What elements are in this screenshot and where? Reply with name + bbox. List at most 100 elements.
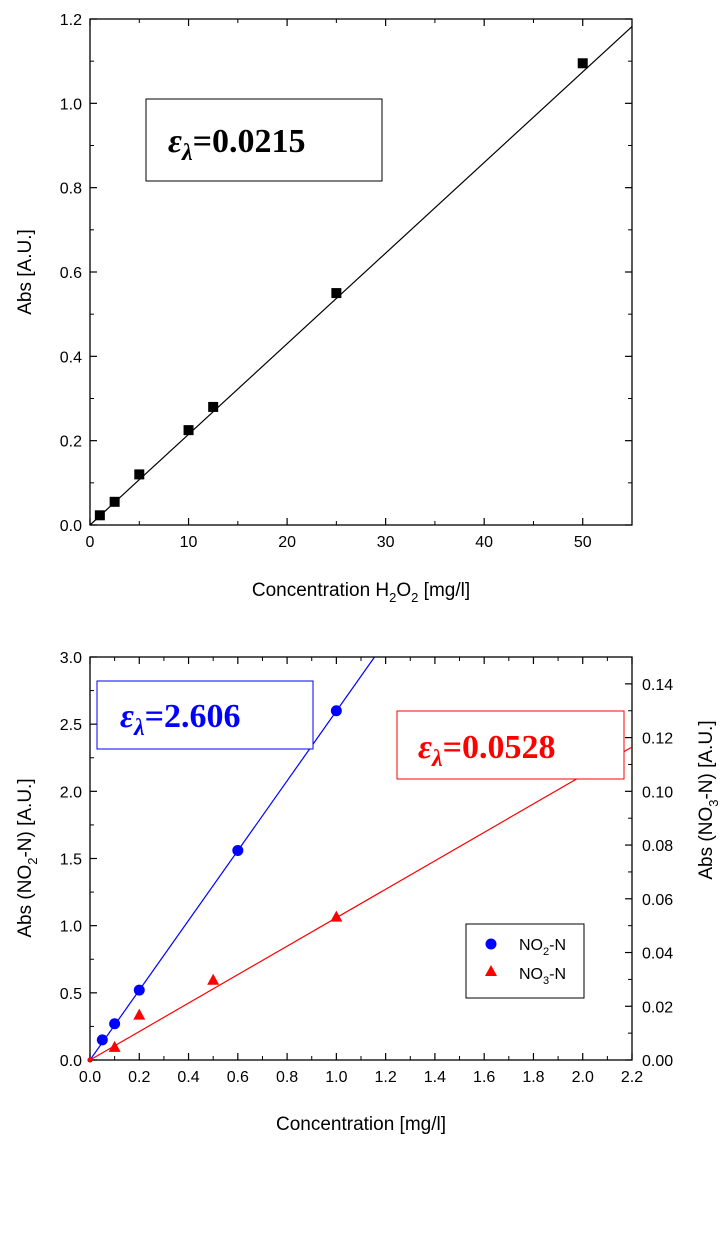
legend-no3-pre: NO <box>519 966 543 983</box>
chart2-xtick-label: 1.6 <box>473 1069 495 1086</box>
chart2-ytick-left-label: 0.0 <box>60 1053 82 1070</box>
chart2-ylabel-right-post: -N) [A.U.] <box>696 720 717 799</box>
legend-no3-post: -N <box>549 966 566 983</box>
legend-label-no2: NO2-N <box>519 937 566 958</box>
chart-2: 0.0 0.2 0.4 0.6 0.8 1.0 1.2 1.4 1.6 1.8 2.0 2.2 0.0 0… <box>15 650 721 1135</box>
chart2-tick-labels: 0.0 0.2 0.4 0.6 0.8 1.0 1.2 1.4 1.6 1.8 2.0 2.2 0.0 0… <box>60 650 673 1086</box>
legend-no2-pre: NO <box>519 937 543 954</box>
chart1-xlabel-pre: Concentration H <box>252 580 389 601</box>
chart2-xtick-label: 0.6 <box>227 1069 249 1086</box>
chart1-ytick-label: 0.8 <box>60 181 82 198</box>
legend-label-no3: NO3-N <box>519 966 566 987</box>
chart2-data-point <box>207 973 220 985</box>
chart2-annot-red-sub: λ <box>431 746 443 772</box>
chart2-data-point <box>330 910 343 922</box>
chart2-ylabel-left-pre: Abs (NO <box>15 865 36 938</box>
chart2-annot-blue-value: =2.606 <box>145 698 241 735</box>
chart1-ytick-label: 0.2 <box>60 434 82 451</box>
chart2-ytick-right-label: 0.02 <box>642 999 673 1016</box>
chart1-annotation-value: =0.0215 <box>193 123 306 160</box>
chart1-xtick-label: 20 <box>278 534 296 551</box>
chart2-ytick-right-label: 0.12 <box>642 731 673 748</box>
chart2-xtick-label: 0.2 <box>128 1069 150 1086</box>
chart2-ylabel-right-sub: 3 <box>706 800 721 807</box>
chart1-annotation-sub: λ <box>181 140 193 166</box>
chart2-ytick-left-label: 1.5 <box>60 852 82 869</box>
chart2-xtick-label: 1.4 <box>424 1069 446 1086</box>
chart1-ytick-label: 1.2 <box>60 12 82 29</box>
chart1-xtick-label: 50 <box>574 534 592 551</box>
chart1-data-point <box>208 401 219 412</box>
chart1-xtick-label: 30 <box>377 534 395 551</box>
chart1-data-point <box>183 425 194 436</box>
chart1-annotation-box <box>145 98 383 182</box>
chart2-x-axis-title: Concentration [mg/l] <box>276 1114 446 1135</box>
chart2-data-point <box>96 1034 108 1046</box>
chart2-xtick-label: 1.2 <box>375 1069 397 1086</box>
chart2-y-axis-title-right: Abs (NO3-N) [A.U.] <box>696 720 721 879</box>
chart2-xtick-label: 0.0 <box>79 1069 101 1086</box>
chart1-x-axis-title: Concentration H2O2 [mg/l] <box>252 580 470 605</box>
chart2-fit-line <box>89 746 633 1061</box>
chart2-annotation-blue: ελ=2.606 <box>120 698 240 741</box>
chart2-ticks <box>89 656 633 1061</box>
chart2-annot-blue-sub: λ <box>133 715 145 741</box>
chart1-ytick-label: 1.0 <box>60 96 82 113</box>
chart2-xtick-label: 1.8 <box>522 1069 544 1086</box>
chart1-data-point <box>577 58 588 69</box>
chart2-data-point <box>330 705 342 717</box>
chart2-xtick-label: 0.8 <box>276 1069 298 1086</box>
chart2-ytick-left-label: 3.0 <box>60 650 82 667</box>
chart1-xlabel-sub2: 2 <box>411 590 418 605</box>
chart2-annot-red-symbol: ε <box>418 729 432 766</box>
chart2-ytick-left-label: 0.5 <box>60 986 82 1003</box>
chart1-data-point <box>109 496 120 507</box>
chart2-xtick-label: 2.2 <box>621 1069 643 1086</box>
chart2-data-point <box>232 844 244 856</box>
chart-1: 0 10 20 30 40 50 0.0 0.2 0.4 0.6 0.8 1.0 1.2 ελ=0.02… <box>15 12 633 605</box>
chart2-xtick-label: 0.4 <box>177 1069 199 1086</box>
chart2-ytick-right-label: 0.14 <box>642 677 673 694</box>
chart1-fit-line <box>89 26 633 526</box>
chart1-xlabel-post: [mg/l] <box>418 580 470 601</box>
chart1-fit-line-path <box>89 26 633 526</box>
chart2-xtick-label: 1.0 <box>325 1069 347 1086</box>
chart1-data-point <box>331 288 342 299</box>
chart2-xtick-label: 2.0 <box>572 1069 594 1086</box>
legend-marker-no3 <box>485 965 497 976</box>
chart2-annot-red-value: =0.0528 <box>443 729 556 766</box>
chart1-data-points <box>94 58 588 521</box>
chart2-data-points <box>87 705 589 1063</box>
chart2-ytick-left-label: 1.0 <box>60 919 82 936</box>
chart2-ylabel-right-pre: Abs (NO <box>696 807 717 880</box>
legend-no2-sub: 2 <box>543 946 549 958</box>
chart2-ytick-right-label: 0.06 <box>642 892 673 909</box>
chart1-annotation: ελ=0.0215 <box>168 123 305 166</box>
chart2-legend-box <box>465 923 585 999</box>
chart2-y-axis-title-left: Abs (NO2-N) [A.U.] <box>15 778 40 937</box>
chart2-ytick-left-label: 2.0 <box>60 784 82 801</box>
chart2-data-point <box>133 1008 146 1020</box>
chart2-ylabel-left-post: -N) [A.U.] <box>15 778 36 857</box>
legend-no2-post: -N <box>549 937 566 954</box>
chart1-plot-frame <box>89 18 633 526</box>
chart1-y-axis-title: Abs [A.U.] <box>15 229 36 315</box>
chart2-annotation-red-box <box>396 710 625 780</box>
chart1-xtick-label: 0 <box>86 534 95 551</box>
chart2-ytick-right-label: 0.10 <box>642 784 673 801</box>
chart1-xlabel-sub1: 2 <box>389 590 396 605</box>
chart1-tick-labels: 0 10 20 30 40 50 0.0 0.2 0.4 0.6 0.8 1.0 1.2 <box>60 12 592 551</box>
legend-no3-sub: 3 <box>543 975 549 987</box>
chart1-xtick-label: 10 <box>180 534 198 551</box>
chart2-data-point <box>133 984 145 996</box>
chart1-annotation-symbol: ε <box>168 123 182 160</box>
legend-marker-no2 <box>485 938 497 950</box>
chart1-data-point <box>134 469 145 480</box>
chart1-ytick-label: 0.0 <box>60 518 82 535</box>
chart2-ytick-left-label: 2.5 <box>60 717 82 734</box>
chart2-data-point <box>108 1040 121 1052</box>
chart2-annotation-red: ελ=0.0528 <box>418 729 555 772</box>
chart1-ticks <box>89 18 633 526</box>
chart2-data-point <box>109 1018 121 1030</box>
